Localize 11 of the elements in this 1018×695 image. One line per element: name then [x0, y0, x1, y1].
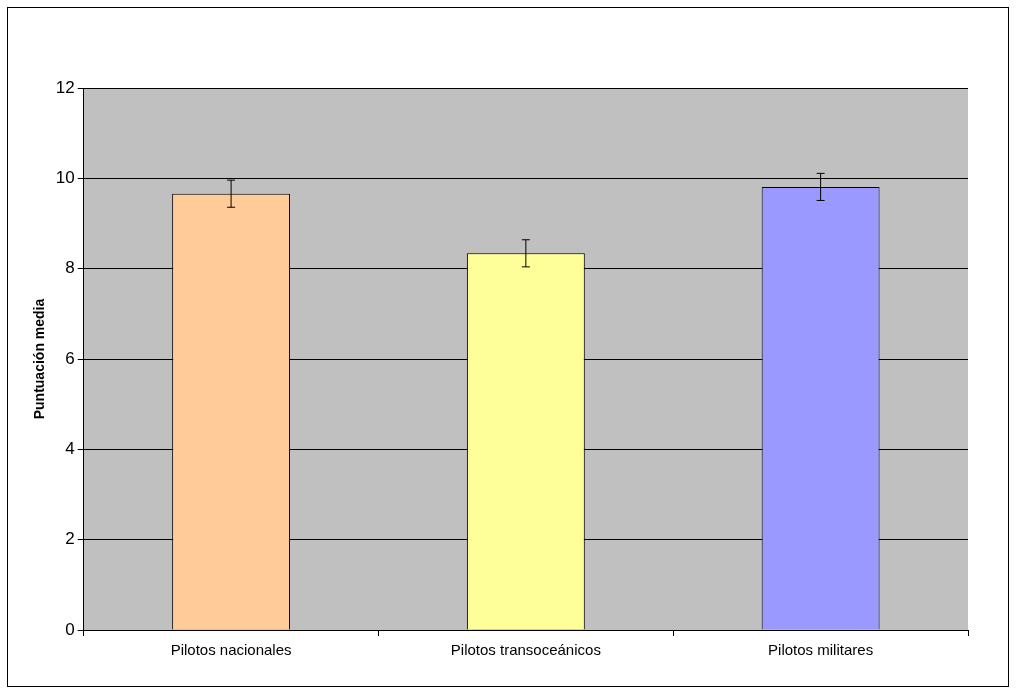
- y-tick-label: 10: [55, 168, 75, 188]
- y-tick-label: 6: [65, 348, 75, 368]
- y-tick-label: 12: [55, 77, 75, 97]
- y-tick-label: 4: [65, 439, 75, 459]
- y-tick-label: 2: [65, 529, 75, 549]
- y-tick-label: 8: [65, 258, 75, 278]
- y-tick-label: 0: [65, 619, 75, 639]
- x-tick-label: Pilotos militares: [768, 641, 874, 659]
- x-tick-label: Pilotos transoceánicos: [450, 641, 601, 659]
- y-axis-title: Puntuación media: [31, 298, 48, 420]
- x-tick-label: Pilotos nacionales: [170, 641, 292, 659]
